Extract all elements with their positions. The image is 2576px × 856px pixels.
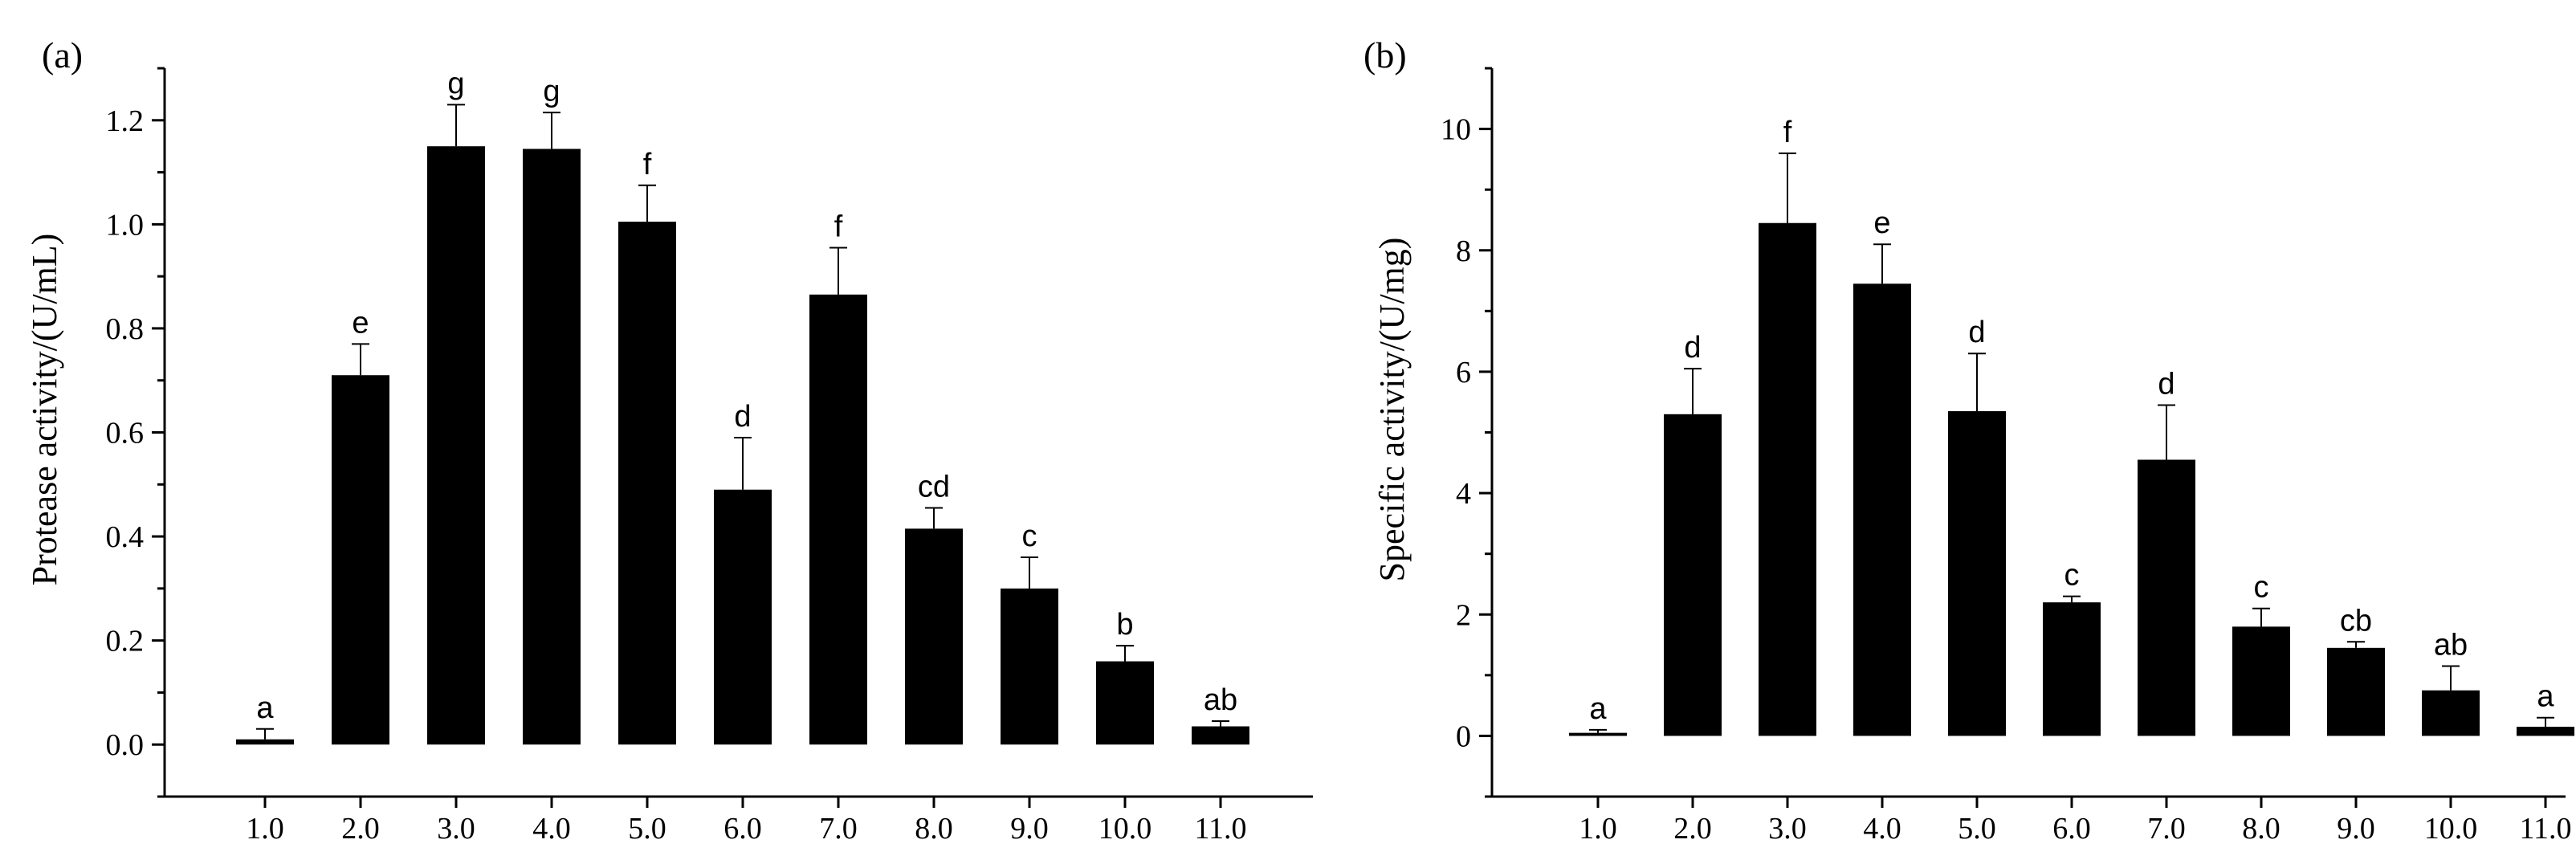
x-tick-label: 10.0 xyxy=(1098,812,1152,846)
y-tick-label: 0 xyxy=(1456,719,1471,753)
bar xyxy=(2422,690,2480,736)
y-tick-label: 0.2 xyxy=(106,625,145,658)
bar xyxy=(236,739,294,745)
y-tick-label: 1.0 xyxy=(106,208,145,242)
bar xyxy=(1569,732,1627,736)
bar xyxy=(2232,626,2290,736)
x-tick-label: 4.0 xyxy=(1863,812,1901,846)
significance-label: a xyxy=(256,691,274,725)
bar xyxy=(1096,661,1154,745)
bar xyxy=(618,222,676,745)
x-tick-label: 8.0 xyxy=(2242,812,2280,846)
significance-label: ab xyxy=(1204,683,1237,717)
significance-label: cb xyxy=(2340,604,2372,638)
significance-label: g xyxy=(447,67,464,100)
x-tick-label: 6.0 xyxy=(723,812,762,846)
bar xyxy=(2043,602,2101,736)
significance-label: a xyxy=(1589,692,1607,726)
x-tick-label: 10.0 xyxy=(2424,812,2478,846)
significance-label: f xyxy=(1783,116,1792,149)
bar xyxy=(2327,647,2385,736)
x-ticks-b: 1.0 2.0 3.0 4.0 5.0 6.0 7.0 8.0 9.0 10.0 11.0 xyxy=(1579,797,2572,846)
bar xyxy=(714,489,772,745)
bar xyxy=(1001,588,1058,745)
x-tick-label: 3.0 xyxy=(1768,812,1807,846)
y-tick-label: 1.2 xyxy=(106,104,145,138)
x-tick-label: 7.0 xyxy=(2147,812,2186,846)
x-tick-label: 11.0 xyxy=(1194,812,1246,846)
significance-label: a xyxy=(2537,680,2554,714)
y-tick-label: 0.8 xyxy=(106,312,145,346)
y-ticks-a: 0.0 0.2 0.4 0.6 0.8 1.0 1.2 xyxy=(106,67,165,798)
significance-label: c xyxy=(2064,559,2080,593)
bar xyxy=(1759,222,1816,736)
y-tick-label: 0.4 xyxy=(106,520,145,554)
x-ticks-a: 1.0 2.0 3.0 4.0 5.0 6.0 7.0 8.0 9.0 10.0 11.0 xyxy=(246,797,1247,846)
y-ticks-b: 0 2 4 6 8 10 xyxy=(1441,67,1492,798)
y-tick-label: 8 xyxy=(1456,234,1471,268)
significance-label: e xyxy=(352,306,369,340)
x-tick-label: 2.0 xyxy=(341,812,380,846)
bar xyxy=(1948,411,2006,736)
y-tick-label: 6 xyxy=(1456,356,1471,389)
significance-label: g xyxy=(543,75,560,108)
x-tick-label: 8.0 xyxy=(915,812,953,846)
significance-label: b xyxy=(1116,608,1133,642)
chart-panel-a: (a) Protease activity/(U/mL) 0.00.20.40.… xyxy=(25,35,1313,846)
significance-label: d xyxy=(1684,331,1701,365)
y-tick-label: 4 xyxy=(1456,477,1471,511)
significance-label: d xyxy=(2158,367,2175,401)
x-tick-label: 1.0 xyxy=(246,812,284,846)
bar xyxy=(523,149,581,745)
bar xyxy=(905,528,963,745)
significance-label: f xyxy=(643,148,652,181)
bars-a: a e g g f d f cd c b ab xyxy=(236,67,1249,745)
bar xyxy=(2517,727,2574,736)
significance-label: f xyxy=(834,210,843,244)
x-tick-label: 2.0 xyxy=(1673,812,1712,846)
x-tick-label: 5.0 xyxy=(1958,812,1996,846)
bar xyxy=(1853,283,1911,736)
bar xyxy=(2138,459,2195,736)
axes-b xyxy=(1490,68,2566,798)
bar xyxy=(427,146,485,745)
panel-label-b: (b) xyxy=(1363,35,1407,75)
y-axis-label-b: Specific activity/(U/mg) xyxy=(1372,238,1412,582)
significance-label: d xyxy=(734,400,751,434)
bar xyxy=(809,294,867,745)
significance-label: c xyxy=(1022,520,1037,553)
significance-label: c xyxy=(2254,571,2269,605)
x-tick-label: 9.0 xyxy=(2337,812,2375,846)
x-tick-label: 4.0 xyxy=(532,812,571,846)
panel-label-a: (a) xyxy=(42,35,83,75)
y-tick-label: 0.6 xyxy=(106,417,145,450)
x-tick-label: 3.0 xyxy=(437,812,475,846)
significance-label: ab xyxy=(2434,628,2468,662)
bar xyxy=(1192,726,1249,745)
significance-label: e xyxy=(1873,206,1890,240)
significance-label: cd xyxy=(918,470,950,503)
y-tick-label: 10 xyxy=(1441,113,1471,147)
x-tick-label: 5.0 xyxy=(628,812,666,846)
y-tick-label: 2 xyxy=(1456,598,1471,632)
x-tick-label: 9.0 xyxy=(1010,812,1049,846)
chart-panel-b: (b) Specific activity/(U/mg) 0 2 4 6 8 10 1.0… xyxy=(1363,35,2574,846)
x-tick-label: 6.0 xyxy=(2052,812,2091,846)
x-tick-label: 1.0 xyxy=(1579,812,1617,846)
significance-label: d xyxy=(1968,316,1985,349)
x-tick-label: 11.0 xyxy=(2519,812,2571,846)
y-tick-label: 0.0 xyxy=(106,728,145,762)
bars-b: a d f e d c d c cb ab a xyxy=(1569,116,2574,736)
bar xyxy=(332,375,389,745)
bar xyxy=(1664,414,1722,736)
x-tick-label: 7.0 xyxy=(819,812,858,846)
y-axis-label-a: Protease activity/(U/mL) xyxy=(25,234,64,586)
